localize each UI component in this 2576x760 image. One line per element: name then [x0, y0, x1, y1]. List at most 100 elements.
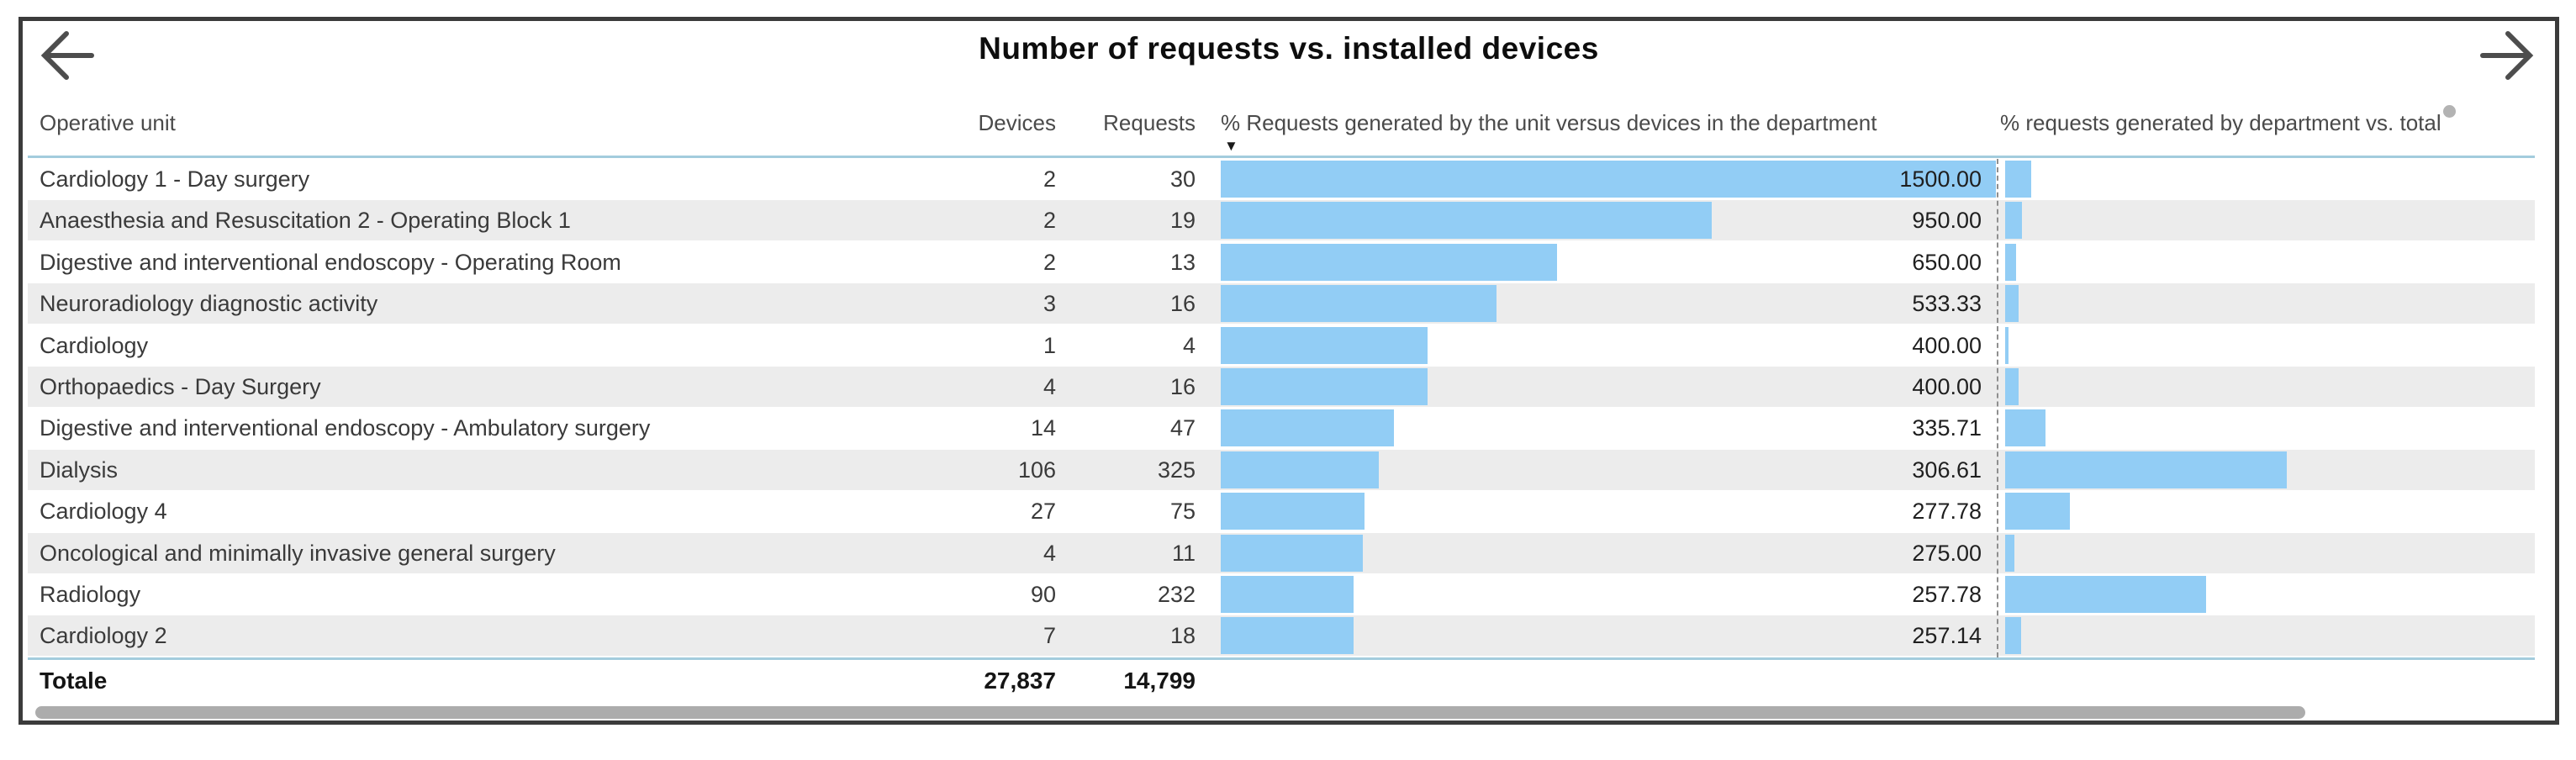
operative-unit-cell: Neuroradiology diagnostic activity [40, 291, 378, 317]
devices-cell: 27 [1030, 499, 1056, 525]
pct-requests-vs-devices-value: 400.00 [1912, 332, 1982, 358]
total-divider [28, 657, 2535, 660]
horizontal-scrollbar-thumb[interactable] [35, 706, 2305, 719]
pct-requests-vs-total-bar [2005, 202, 2022, 240]
pct-requests-vs-devices-bar [1221, 451, 1379, 488]
forward-arrow-button[interactable] [2476, 24, 2538, 87]
requests-cell: 19 [1169, 208, 1196, 234]
pct-requests-vs-devices-bar [1221, 161, 1996, 198]
page-title: Number of requests vs. installed devices [979, 31, 1599, 66]
column-header-pct-requests-vs-total[interactable]: % requests generated by department vs. t… [2000, 105, 2456, 136]
pct-requests-vs-devices-value: 1500.00 [1899, 166, 1982, 192]
sort-descending-icon: ▼ [1224, 138, 1238, 154]
pct-requests-vs-devices-value: 400.00 [1912, 374, 1982, 399]
pct-requests-vs-devices-value: 257.14 [1912, 623, 1982, 649]
requests-cell: 18 [1169, 623, 1196, 649]
operative-unit-cell: Orthopaedics - Day Surgery [40, 374, 321, 399]
pct-requests-vs-total-bar [2005, 534, 2014, 572]
pct-requests-vs-devices-bar [1221, 326, 1428, 364]
devices-cell: 4 [1043, 374, 1056, 399]
pct-requests-vs-total-bar [2005, 368, 2019, 405]
operative-unit-cell: Cardiology [40, 332, 149, 358]
operative-unit-cell: Cardiology 4 [40, 499, 167, 525]
devices-cell: 2 [1043, 208, 1056, 234]
pct-requests-vs-devices-bar [1221, 576, 1354, 613]
table-row[interactable]: Neuroradiology diagnostic activity 3 16 … [28, 283, 2535, 325]
column-header-devices[interactable]: Devices [978, 110, 1056, 135]
column-header-pct-requests-vs-total-label: % requests generated by department vs. t… [2000, 110, 2441, 135]
pct-requests-vs-devices-bar [1221, 368, 1428, 405]
table-row[interactable]: Digestive and interventional endoscopy -… [28, 408, 2535, 448]
pct-requests-vs-devices-bar [1221, 243, 1557, 281]
devices-cell: 3 [1043, 291, 1056, 317]
operative-unit-cell: Oncological and minimally invasive gener… [40, 540, 556, 566]
operative-unit-cell: Cardiology 2 [40, 623, 167, 649]
column-header-pct-requests-vs-devices[interactable]: % Requests generated by the unit versus … [1221, 110, 1877, 135]
pct-requests-vs-devices-bar [1221, 617, 1354, 655]
header-overflow-dot-icon [2442, 105, 2456, 118]
pct-requests-vs-total-bar [2005, 285, 2019, 323]
table-row[interactable]: Dialysis 106 325 306.61 [28, 449, 2535, 490]
requests-cell: 4 [1182, 332, 1196, 358]
devices-cell: 2 [1043, 249, 1056, 275]
pct-requests-vs-devices-value: 950.00 [1912, 208, 1982, 234]
pct-requests-vs-devices-value: 275.00 [1912, 540, 1982, 566]
operative-unit-cell: Anaesthesia and Resuscitation 2 - Operat… [40, 208, 571, 234]
column-header-requests[interactable]: Requests [1103, 110, 1196, 135]
devices-cell: 4 [1043, 540, 1056, 566]
pct-requests-vs-total-bar [2005, 409, 2045, 447]
operative-unit-cell: Cardiology 1 - Day surgery [40, 166, 310, 192]
pct-requests-vs-total-bar [2005, 493, 2070, 530]
pct-requests-vs-devices-value: 306.61 [1912, 457, 1982, 483]
pct-requests-vs-devices-bar [1221, 493, 1365, 530]
requests-cell: 16 [1169, 291, 1196, 317]
table-row[interactable]: Cardiology 1 4 400.00 [28, 325, 2535, 366]
table-row[interactable]: Cardiology 2 7 18 257.14 [28, 615, 2535, 657]
table-row[interactable]: Radiology 90 232 257.78 [28, 574, 2535, 615]
column-header-operative-unit[interactable]: Operative unit [40, 110, 176, 135]
requests-cell: 47 [1169, 415, 1196, 441]
requests-cell: 13 [1169, 249, 1196, 275]
table-row[interactable]: Oncological and minimally invasive gener… [28, 532, 2535, 573]
requests-cell: 232 [1157, 582, 1196, 607]
pct-requests-vs-total-bar [2005, 243, 2016, 281]
devices-cell: 1 [1043, 332, 1056, 358]
pct-requests-vs-devices-bar [1221, 202, 1712, 240]
pct-requests-vs-devices-value: 277.78 [1912, 499, 1982, 525]
operative-unit-cell: Radiology [40, 582, 141, 607]
pct-requests-vs-devices-bar [1221, 285, 1497, 323]
total-row-label: Totale [40, 668, 108, 694]
pct-requests-vs-total-bar [2005, 161, 2031, 198]
pct-requests-vs-total-bar [2005, 451, 2287, 488]
table-row[interactable]: Anaesthesia and Resuscitation 2 - Operat… [28, 200, 2535, 241]
column-separator-dashed [1997, 159, 1998, 657]
pct-requests-vs-devices-bar [1221, 409, 1394, 447]
pct-requests-vs-devices-value: 533.33 [1912, 291, 1982, 317]
operative-unit-cell: Dialysis [40, 457, 119, 483]
pct-requests-vs-devices-bar [1221, 534, 1363, 572]
table-row[interactable]: Orthopaedics - Day Surgery 4 16 400.00 [28, 367, 2535, 407]
requests-cell: 75 [1169, 499, 1196, 525]
table-row[interactable]: Digestive and interventional endoscopy -… [28, 242, 2535, 282]
operative-unit-cell: Digestive and interventional endoscopy -… [40, 249, 621, 275]
table-row[interactable]: Cardiology 1 - Day surgery 2 30 1500.00 [28, 159, 2535, 199]
report-visual-frame: Number of requests vs. installed devices… [18, 17, 2559, 725]
total-devices-value: 27,837 [984, 668, 1056, 694]
devices-cell: 90 [1030, 582, 1056, 607]
devices-cell: 7 [1043, 623, 1056, 649]
operative-unit-cell: Digestive and interventional endoscopy -… [40, 415, 651, 441]
table-row[interactable]: Cardiology 4 27 75 277.78 [28, 491, 2535, 531]
pct-requests-vs-total-bar [2005, 617, 2021, 655]
requests-cell: 325 [1157, 457, 1196, 483]
requests-cell: 16 [1169, 374, 1196, 399]
pct-requests-vs-devices-value: 335.71 [1912, 415, 1982, 441]
devices-cell: 14 [1030, 415, 1056, 441]
header-divider [28, 156, 2535, 158]
devices-cell: 2 [1043, 166, 1056, 192]
total-requests-value: 14,799 [1123, 668, 1196, 694]
pct-requests-vs-devices-value: 257.78 [1912, 582, 1982, 607]
back-arrow-button[interactable] [36, 24, 98, 87]
devices-cell: 106 [1017, 457, 1056, 483]
pct-requests-vs-devices-value: 650.00 [1912, 249, 1982, 275]
requests-cell: 30 [1169, 166, 1196, 192]
